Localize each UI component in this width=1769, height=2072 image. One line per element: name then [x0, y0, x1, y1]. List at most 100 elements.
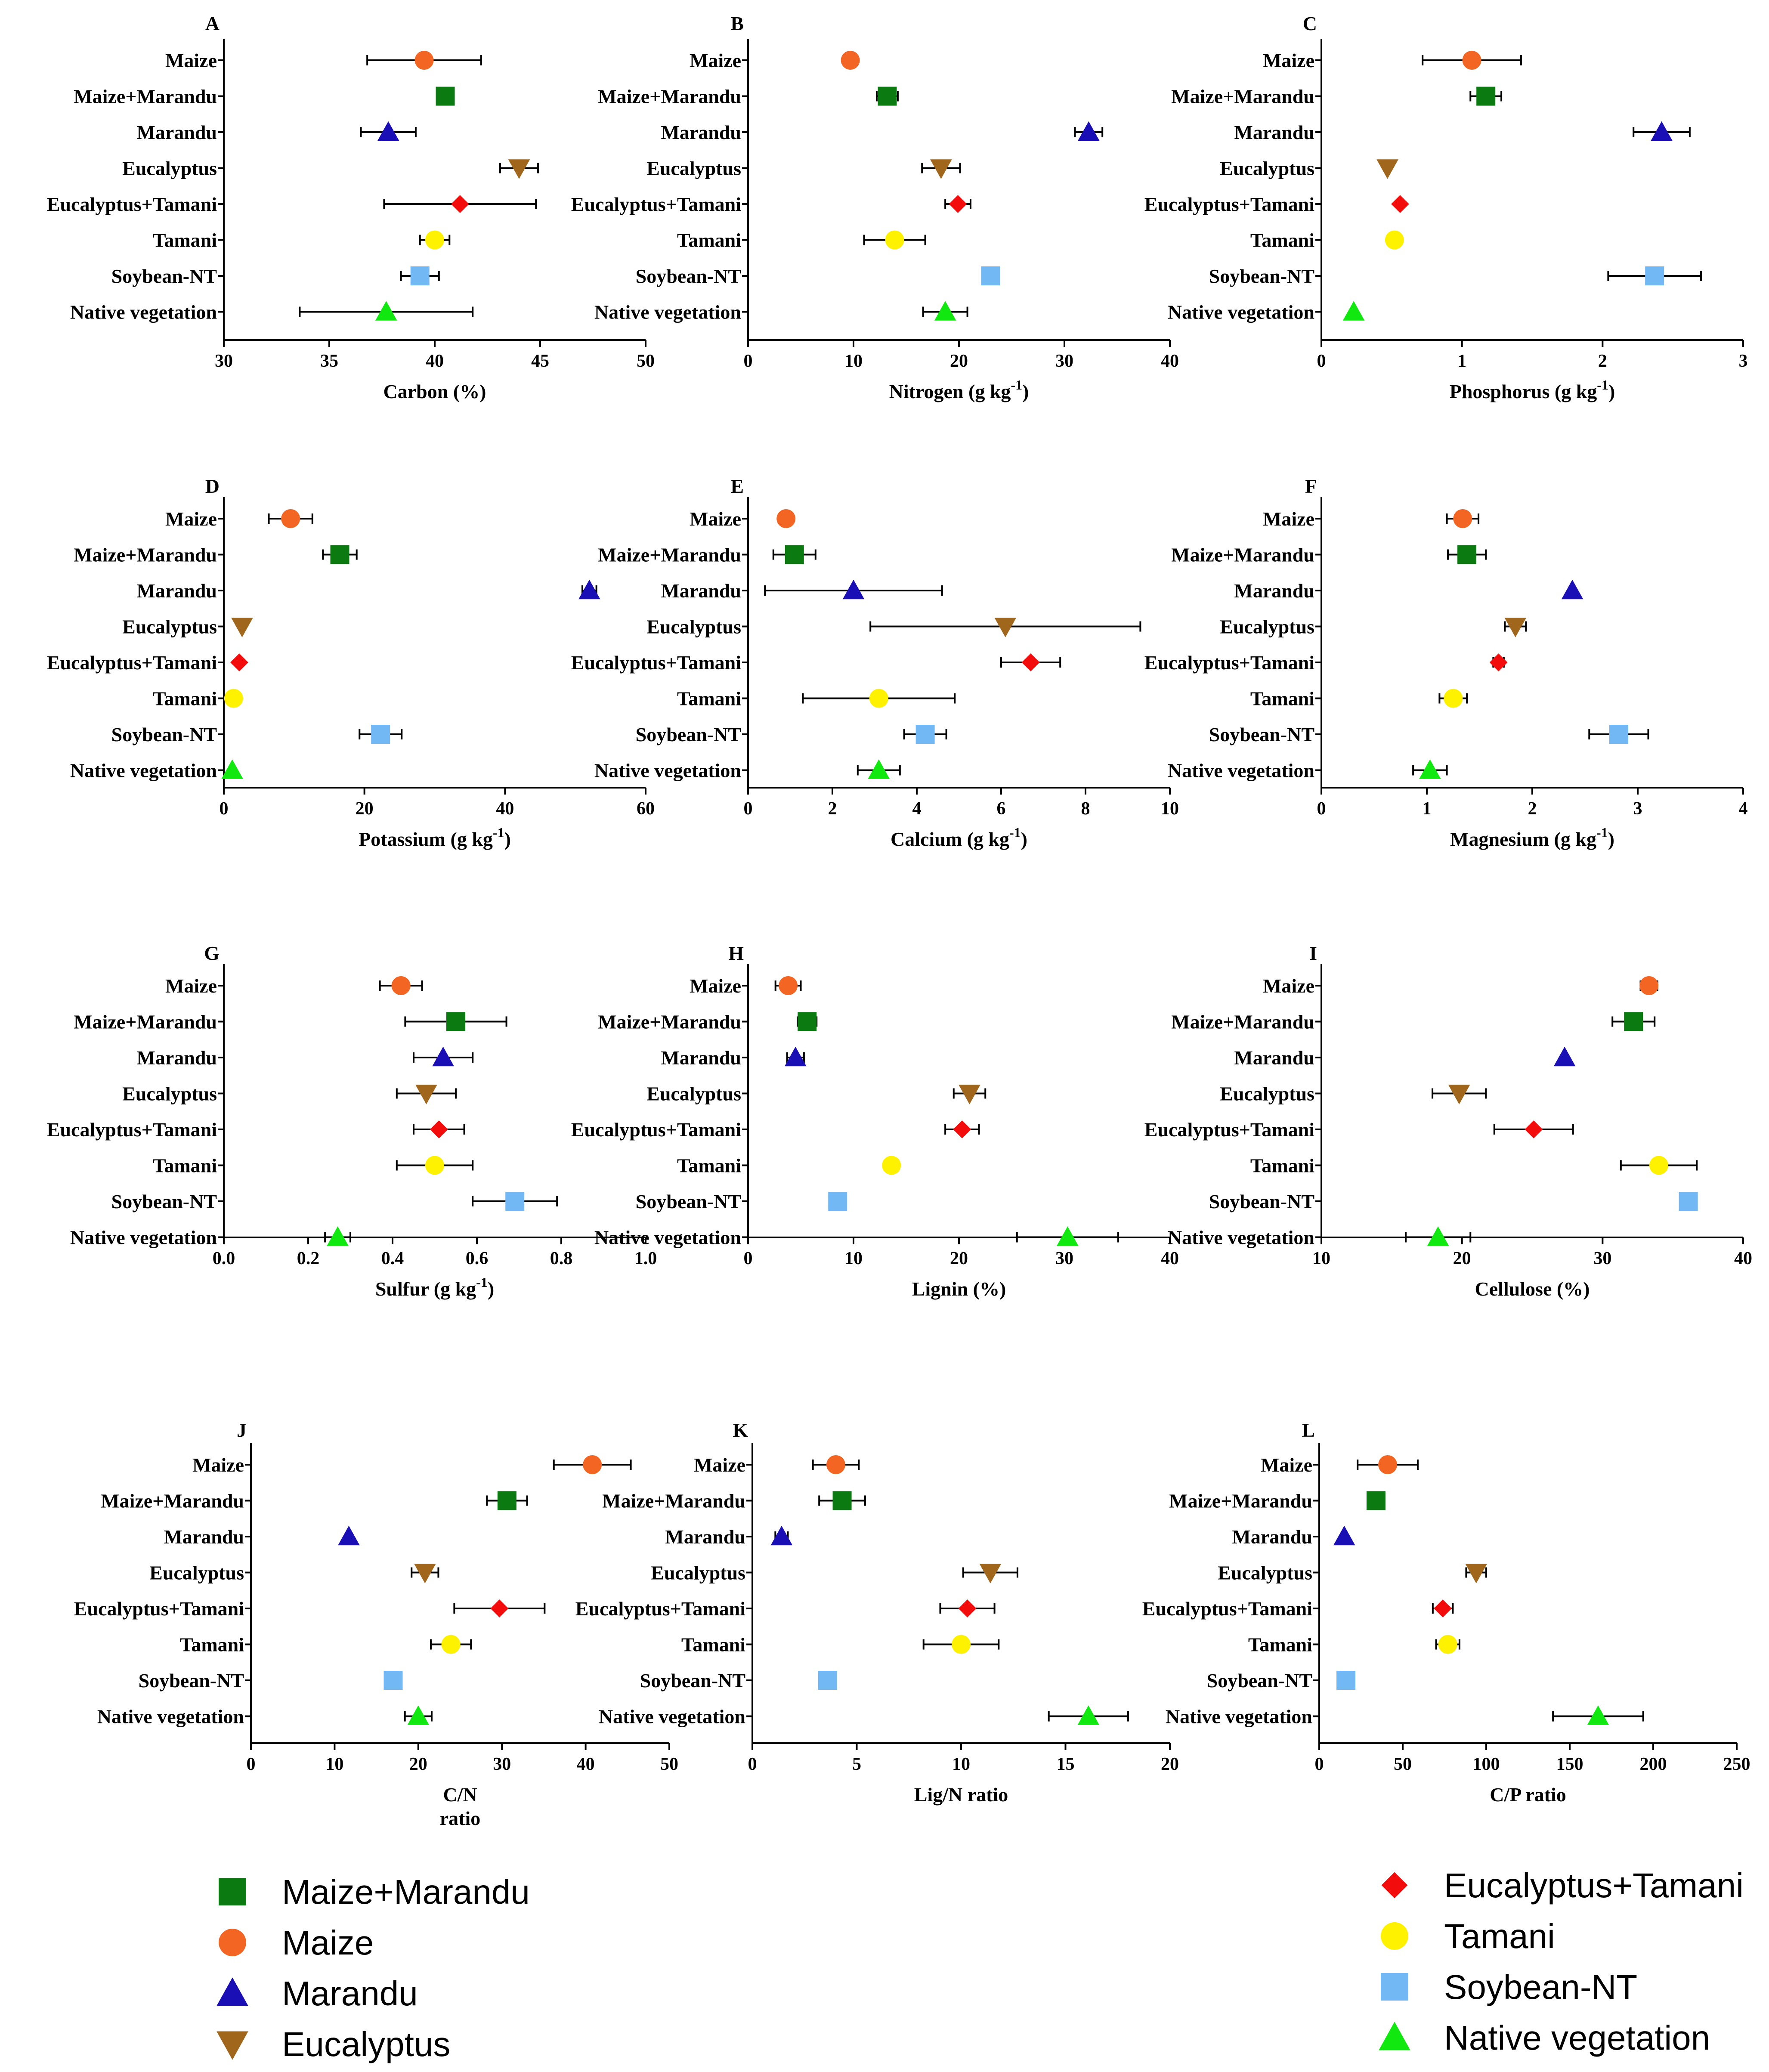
panel-letter: A	[205, 12, 220, 34]
category-label-maize-marandu: Maize+Marandu	[598, 544, 741, 566]
category-label-native-vegetation: Native vegetation	[594, 760, 741, 782]
x-tick-label: 40	[577, 1754, 595, 1774]
category-label-tamani: Tamani	[153, 688, 217, 710]
panel-letter: K	[733, 1419, 748, 1441]
x-axis-title: Calcium (g kg-1)	[891, 825, 1027, 850]
x-tick-label: 0	[744, 799, 753, 819]
point-marandu	[842, 579, 865, 600]
panel-f: F 0 1 2 3 4 Magnesium (g kg-1) Maize Maize+Maran…	[1144, 475, 1748, 850]
category-label-marandu: Marandu	[1234, 1047, 1314, 1069]
x-tick-label: 10	[1312, 1249, 1330, 1268]
legend-marker-marandu	[216, 1977, 248, 2006]
category-label-native-vegetation: Native vegetation	[1168, 1227, 1314, 1249]
x-axis-title: C/P ratio	[1490, 1784, 1566, 1806]
x-tick-label: 2	[1598, 351, 1607, 371]
category-label-eucalyptus: Eucalyptus	[1220, 616, 1314, 638]
panel-letter: L	[1302, 1419, 1315, 1441]
point-maize-marandu	[878, 87, 897, 106]
panel-k: K 0 5 10 15 20 Lig/N ratio Maize Maize+Marandu Ma…	[575, 1419, 1179, 1806]
category-label-marandu: Marandu	[1232, 1526, 1312, 1548]
category-label-maize: Maize	[690, 49, 741, 71]
point-maize-marandu	[832, 1491, 852, 1510]
category-label-eucalyptus: Eucalyptus	[149, 1562, 244, 1584]
category-label-native-vegetation: Native vegetation	[1168, 760, 1314, 782]
category-label-soybean-nt: Soybean-NT	[1209, 265, 1314, 287]
point-soybean-nt	[1645, 266, 1664, 285]
category-label-maize: Maize	[1263, 49, 1314, 71]
category-label-marandu: Marandu	[136, 1047, 217, 1069]
legend-label: Eucalyptus	[282, 2025, 450, 2063]
x-tick-label: 20	[950, 351, 968, 371]
category-label-tamani: Tamani	[1250, 688, 1314, 710]
x-tick-label: 20	[1161, 1754, 1179, 1774]
legend-label: Soybean-NT	[1444, 1968, 1637, 2006]
point-maize-marandu	[798, 1012, 817, 1031]
category-label-marandu: Marandu	[661, 580, 741, 602]
point-native-vegetation	[1077, 1705, 1100, 1725]
category-label-soybean-nt: Soybean-NT	[111, 265, 217, 287]
x-axis-title: Phosphorus (g kg-1)	[1450, 377, 1615, 402]
category-label-tamani: Tamani	[677, 229, 741, 251]
x-axis-title-line2: ratio	[440, 1807, 481, 1829]
legend-label: Marandu	[282, 1974, 418, 2013]
x-tick-label: 10	[952, 1754, 970, 1774]
point-native-vegetation	[221, 759, 243, 779]
category-label-maize-marandu: Maize+Marandu	[101, 1490, 244, 1512]
panel-d: D 0 20 40 60 Potassium (g kg-1) Maize Maize+Mar…	[47, 475, 655, 850]
point-maize	[841, 51, 860, 70]
point-marandu	[377, 121, 399, 141]
category-label-maize: Maize	[165, 508, 217, 530]
point-tamani	[224, 689, 243, 708]
legend-label: Tamani	[1444, 1917, 1555, 1955]
legend-item-soybean-nt: Soybean-NT	[1381, 1968, 1637, 2006]
category-label-tamani: Tamani	[681, 1634, 745, 1656]
point-maize-marandu	[1476, 87, 1496, 106]
x-tick-label: 3	[1739, 351, 1748, 371]
category-label-eucalyptus: Eucalyptus	[122, 158, 217, 179]
x-tick-label: 1.0	[634, 1249, 657, 1268]
point-tamani	[885, 230, 904, 250]
category-label-maize-marandu: Maize+Marandu	[1171, 1011, 1314, 1033]
x-tick-label: 10	[844, 1249, 863, 1268]
point-eucalyptus-tamani	[230, 653, 248, 671]
x-axis-title: Potassium (g kg-1)	[359, 825, 511, 850]
x-tick-label: 20	[1453, 1249, 1471, 1268]
category-label-native-vegetation: Native vegetation	[70, 301, 217, 323]
point-tamani	[1444, 689, 1463, 708]
category-label-maize: Maize	[690, 975, 741, 997]
x-tick-label: 40	[1161, 1249, 1179, 1268]
legend-marker-maize-marandu	[219, 1878, 246, 1905]
point-eucalyptus-tamani	[953, 1120, 971, 1138]
category-label-eucalyptus: Eucalyptus	[122, 616, 217, 638]
x-tick-label: 20	[409, 1754, 427, 1774]
x-tick-label: 50	[637, 351, 655, 371]
category-label-eucalyptus-tamani: Eucalyptus+Tamani	[1144, 1119, 1314, 1141]
x-axis-title: Carbon (%)	[383, 380, 486, 402]
x-tick-label: 20	[950, 1249, 968, 1268]
category-label-tamani: Tamani	[153, 229, 217, 251]
category-label-marandu: Marandu	[136, 121, 217, 143]
point-native-vegetation	[1427, 1226, 1449, 1246]
legend-label: Eucalyptus+Tamani	[1444, 1866, 1744, 1905]
point-marandu	[432, 1046, 454, 1067]
point-eucalyptus-tamani	[430, 1120, 448, 1138]
point-maize-marandu	[785, 545, 804, 564]
panel-letter: G	[204, 942, 220, 964]
x-tick-label: 60	[637, 799, 655, 819]
legend-item-tamani: Tamani	[1381, 1917, 1555, 1955]
point-eucalyptus-tamani	[958, 1599, 977, 1617]
legend-label: Maize	[282, 1924, 374, 1962]
category-label-maize: Maize	[1263, 975, 1314, 997]
x-tick-label: 10	[1161, 799, 1179, 819]
category-label-soybean-nt: Soybean-NT	[1209, 724, 1314, 745]
legend-marker-eucalyptus	[216, 2031, 248, 2060]
panel-h: H 0 10 20 30 40 Lignin (%) Maize Maize+Marandu Ma…	[571, 942, 1179, 1300]
x-axis-title: Magnesium (g kg-1)	[1450, 825, 1614, 850]
point-eucalyptus	[414, 1564, 436, 1583]
category-label-maize-marandu: Maize+Marandu	[598, 1011, 741, 1033]
x-tick-label: 10	[844, 351, 863, 371]
x-tick-label: 30	[493, 1754, 511, 1774]
point-maize-marandu	[446, 1012, 465, 1031]
